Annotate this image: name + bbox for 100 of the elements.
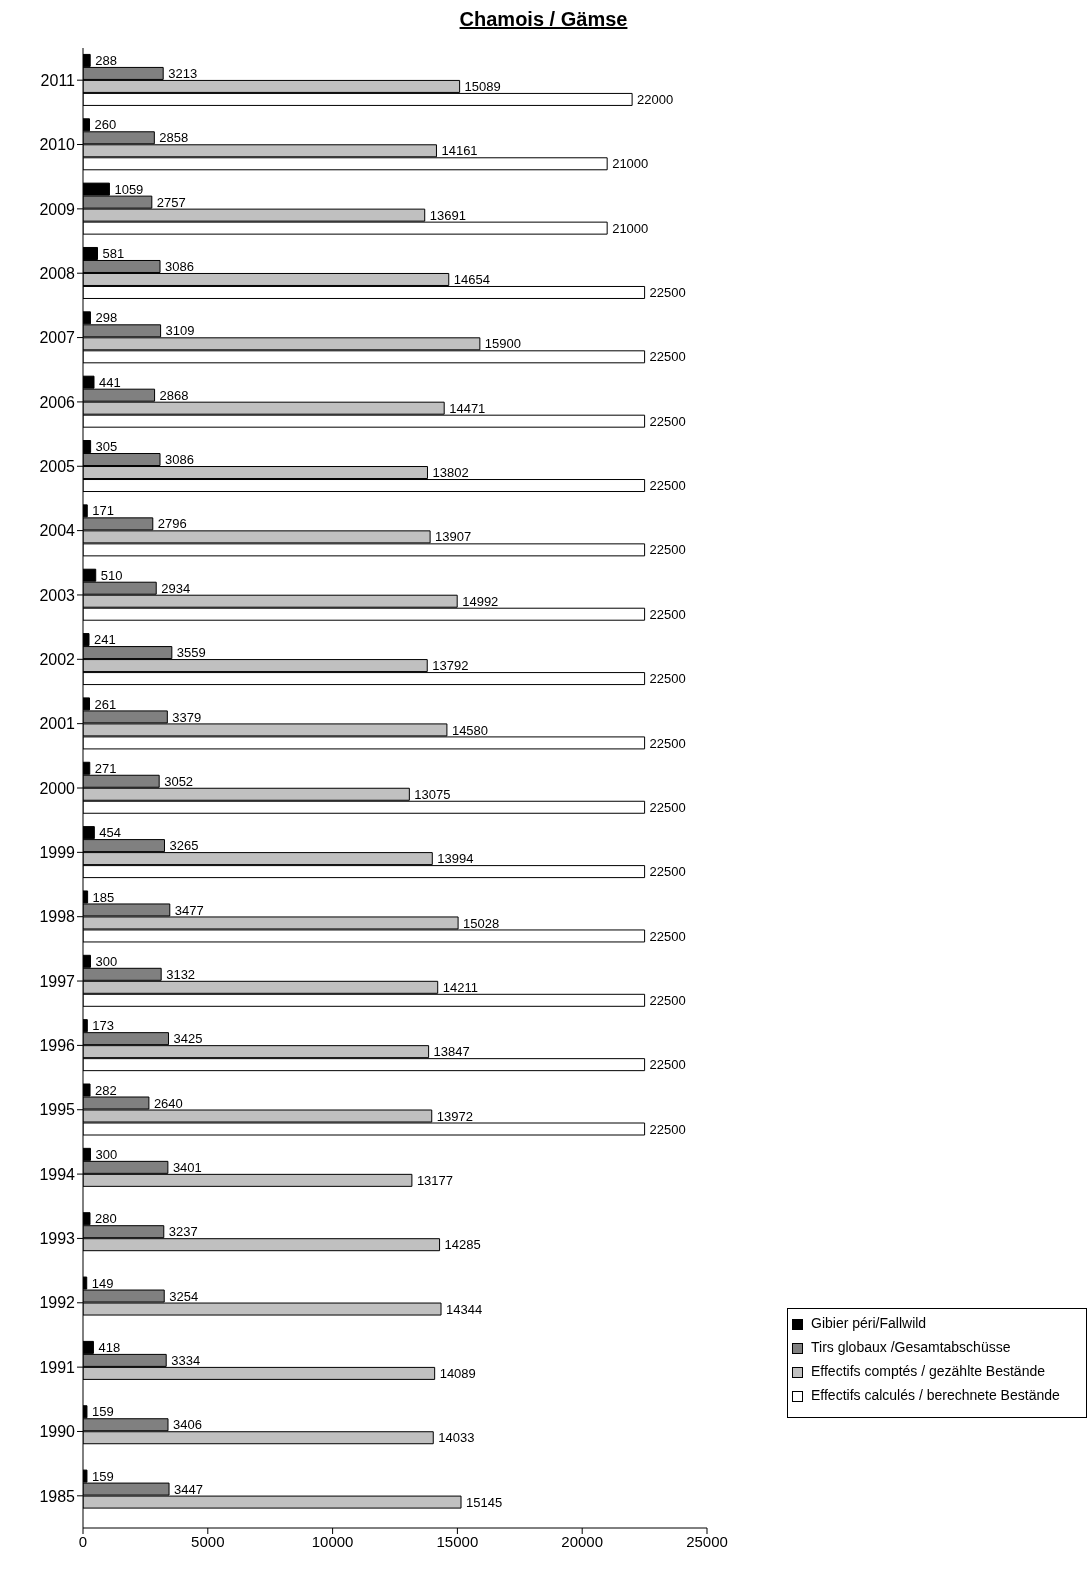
data-label: 13792: [432, 658, 469, 674]
data-label: 2868: [159, 387, 189, 403]
data-label: 15900: [484, 336, 522, 352]
data-label: 3401: [172, 1159, 202, 1175]
data-label: 441: [99, 374, 121, 390]
data-label: 13075: [414, 786, 451, 802]
data-label: 280: [94, 1211, 117, 1227]
y-tick-label: 1998: [39, 908, 76, 926]
data-label: 3254: [169, 1288, 199, 1304]
x-tick-label: 0: [78, 1532, 88, 1550]
data-label: 159: [91, 1468, 114, 1484]
data-label: 2934: [161, 580, 191, 596]
data-label: 298: [95, 310, 118, 326]
data-label: 22000: [637, 92, 674, 108]
x-tick-label: 10000: [311, 1532, 354, 1550]
data-label: 15145: [466, 1494, 503, 1510]
y-tick-label: 1996: [39, 1037, 76, 1055]
y-tick-label: 2007: [39, 329, 76, 347]
data-label: 21000: [612, 220, 649, 236]
data-label: 14285: [444, 1237, 481, 1253]
data-label: 3109: [165, 323, 195, 339]
data-label: 13847: [433, 1044, 470, 1060]
data-label: 13972: [436, 1108, 473, 1124]
data-label: 418: [98, 1340, 121, 1356]
data-label: 13802: [432, 465, 469, 481]
y-tick-label: 1993: [39, 1230, 76, 1248]
y-tick-label: 1990: [39, 1423, 76, 1441]
data-label: 305: [95, 439, 118, 455]
data-label: 3477: [174, 902, 204, 918]
data-label: 14161: [441, 143, 478, 159]
data-label: 13177: [416, 1172, 454, 1188]
y-tick-label: 2003: [39, 586, 76, 604]
data-label: 22500: [649, 928, 686, 944]
x-tick-label: 20000: [561, 1532, 604, 1550]
y-tick-label: 2002: [39, 650, 76, 668]
data-label: 22500: [649, 1121, 686, 1137]
data-label: 3447: [174, 1481, 203, 1497]
data-label: 3559: [176, 645, 206, 661]
data-label: 22500: [649, 478, 686, 494]
data-label: 3265: [169, 838, 199, 854]
x-tick-label: 15000: [436, 1532, 479, 1550]
legend-label: Tirs globaux /Gesamtabschüsse: [811, 1339, 1011, 1355]
data-label: 13994: [437, 851, 474, 867]
data-label: 159: [91, 1404, 114, 1420]
x-tick-label: 25000: [686, 1532, 728, 1550]
data-label: 173: [92, 1018, 115, 1034]
data-label: 3379: [172, 709, 202, 725]
y-tick-label: 2000: [39, 779, 76, 797]
data-label: 13907: [435, 529, 472, 545]
y-tick-label: 1992: [39, 1294, 76, 1312]
data-label: 261: [94, 696, 117, 712]
data-label: 3086: [165, 259, 194, 275]
data-label: 15028: [463, 915, 500, 931]
y-tick-label: 1991: [39, 1358, 76, 1376]
data-label: 3406: [173, 1417, 202, 1433]
data-label: 14033: [438, 1430, 475, 1446]
legend-label: Effectifs calculés / berechnete Bestände: [811, 1387, 1060, 1403]
y-tick-label: 2009: [39, 200, 76, 218]
data-label: 2796: [157, 516, 187, 532]
data-label: 171: [92, 503, 114, 519]
data-label: 1059: [114, 181, 144, 197]
data-label: 22500: [649, 349, 686, 365]
data-label: 271: [94, 760, 117, 776]
data-label: 14580: [451, 722, 489, 738]
data-label: 581: [102, 246, 125, 262]
data-label: 241: [94, 632, 116, 648]
data-label: 3425: [173, 1031, 203, 1047]
data-label: 22500: [649, 285, 686, 301]
data-label: 15089: [464, 79, 501, 95]
data-label: 14992: [462, 593, 499, 609]
data-label: 2757: [156, 194, 186, 210]
data-label: 3052: [164, 773, 194, 789]
data-label: 300: [95, 953, 118, 969]
y-tick-label: 2004: [39, 522, 76, 540]
y-tick-label: 1997: [39, 972, 76, 990]
data-label: 13691: [429, 207, 466, 223]
data-label: 22500: [649, 606, 686, 622]
data-label: 3213: [168, 66, 198, 82]
y-tick-label: 2001: [39, 715, 76, 733]
data-label: 14344: [446, 1301, 483, 1317]
data-label: 3132: [166, 966, 196, 982]
data-label: 22500: [649, 735, 686, 751]
data-label: 300: [95, 1146, 118, 1162]
data-label: 3334: [171, 1353, 201, 1369]
data-label: 3237: [168, 1224, 198, 1240]
y-tick-label: 1995: [39, 1101, 76, 1119]
data-label: 288: [95, 53, 117, 69]
y-tick-label: 2011: [40, 71, 76, 89]
data-label: 2858: [159, 130, 189, 146]
data-label: 22500: [649, 992, 686, 1008]
y-tick-label: 2010: [39, 136, 76, 154]
data-label: 510: [100, 567, 123, 583]
data-label: 14654: [453, 272, 490, 288]
data-label: 3086: [165, 452, 194, 468]
data-label: 22500: [649, 799, 686, 815]
data-label: 22500: [649, 1057, 686, 1073]
data-label: 185: [92, 889, 115, 905]
data-label: 14211: [442, 979, 478, 995]
y-tick-label: 2006: [39, 393, 76, 411]
data-label: 22500: [649, 671, 686, 687]
